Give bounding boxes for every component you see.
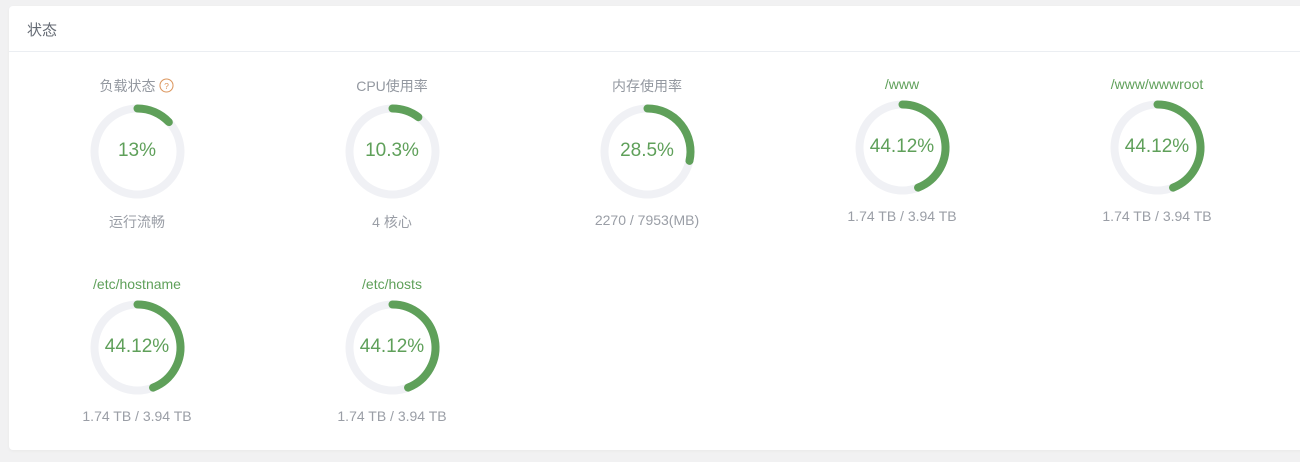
svg-text:?: ? (165, 81, 170, 91)
